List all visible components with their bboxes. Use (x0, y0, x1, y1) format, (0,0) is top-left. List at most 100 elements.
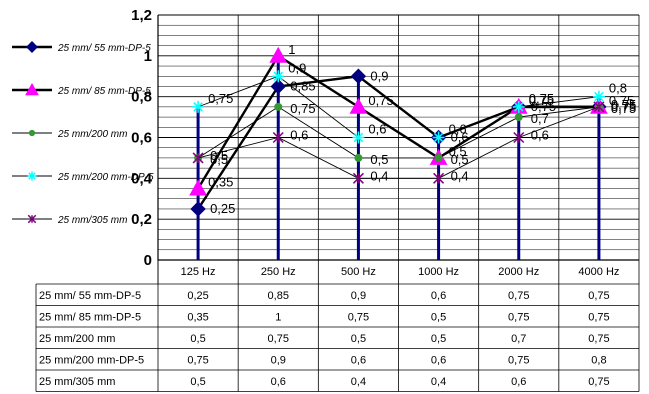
series-line (197, 54, 599, 190)
table-cell: 0,35 (187, 312, 208, 324)
table-row-label: 25 mm/305 mm (39, 376, 115, 388)
table-row-label: 25 mm/200 mm-DP-5 (39, 355, 144, 367)
table-cell: 0,7 (511, 333, 526, 345)
data-label: 0,9 (370, 68, 388, 83)
data-point-asterisk (433, 172, 445, 184)
data-label: 0,75 (529, 91, 554, 106)
data-label: 0,85 (290, 78, 315, 93)
x-tick-label: 125 Hz (181, 266, 216, 278)
x-tick-label: 500 Hz (341, 266, 376, 278)
y-tick-label: 0,8 (131, 89, 152, 106)
legend-label: 25 mm/200 mm-DP-5 (57, 172, 154, 183)
x-tick-label: 2000 Hz (498, 266, 539, 278)
series-line (197, 75, 599, 138)
data-point-star (352, 131, 365, 144)
data-label: 0,6 (290, 128, 308, 143)
table-cell: 0,5 (190, 333, 205, 345)
table-cell: 0,75 (508, 290, 529, 302)
data-point-asterisk (593, 101, 605, 113)
data-label: 0,75 (529, 93, 554, 108)
data-label: 0,6 (368, 122, 386, 137)
y-tick-label: 1 (144, 48, 152, 65)
table-cell: 0,75 (348, 312, 369, 324)
data-point-star (192, 100, 205, 113)
star-stroke (514, 102, 524, 112)
data-point-triangle (269, 46, 288, 63)
data-label: 0,75 (611, 99, 636, 114)
y-tick-label: 0,6 (131, 130, 152, 147)
data-point-triangle (25, 82, 39, 96)
data-label: 0,8 (609, 81, 627, 96)
table-row-label: 25 mm/ 85 mm-DP-5 (39, 312, 141, 324)
data-label: 0,6 (449, 122, 467, 137)
table-cell: 0,9 (271, 355, 286, 367)
y-tick-label: 1,2 (131, 7, 152, 24)
data-point-asterisk (192, 152, 204, 164)
table-row-label: 25 mm/200 mm (39, 333, 115, 345)
star-stroke (28, 172, 36, 180)
y-tick-label: 0,2 (131, 211, 152, 228)
data-point-circle (434, 153, 443, 162)
data-label: 0,75 (368, 93, 393, 108)
table-cell: 0,75 (588, 333, 609, 345)
y-tick-label: 0,4 (131, 170, 153, 187)
table-cell: 0,9 (351, 290, 366, 302)
data-point-triangle (349, 97, 368, 114)
star-stroke (594, 91, 604, 102)
data-label: 0,5 (449, 144, 467, 159)
table-cell: 0,5 (351, 333, 366, 345)
table-cell: 0,75 (187, 355, 208, 367)
data-point-asterisk (272, 131, 284, 144)
star-stroke (433, 132, 444, 143)
data-point-diamond (270, 78, 286, 95)
table-cell: 0,5 (190, 376, 205, 388)
data-point-star (592, 90, 605, 103)
legend-label: 25 mm/305 mm (57, 215, 127, 226)
data-label: 0,75 (208, 91, 233, 106)
table-cell: 0,75 (588, 376, 609, 388)
table-cell: 0,75 (588, 312, 609, 324)
y-tick-label: 0 (144, 252, 152, 269)
data-table: 25 mm/ 55 mm-DP-5 0,25 0,85 0,9 0,6 0,75 0,75 2… (35, 283, 640, 392)
legend-label: 25 mm/200 mm (57, 129, 127, 140)
series-line (197, 106, 599, 159)
legend-label: 25 mm/ 55 mm-DP-5 (57, 43, 151, 54)
data-point-diamond (190, 201, 206, 217)
data-label: 0,4 (451, 168, 469, 183)
data-point-star (272, 70, 285, 83)
star-stroke (193, 102, 203, 112)
table-row-label: 25 mm/ 55 mm-DP-5 (39, 290, 141, 302)
data-label: 0,4 (370, 168, 388, 183)
data-point-circle (354, 153, 363, 162)
table-cell: 0,5 (431, 333, 446, 345)
data-label: 0,75 (290, 101, 315, 116)
data-label: 0,75 (609, 93, 634, 108)
table-cell: 0,25 (187, 290, 208, 302)
table-cell: 0,4 (431, 376, 446, 388)
data-point-circle (514, 113, 523, 122)
data-point-triangle (189, 179, 207, 196)
table-cell: 0,75 (588, 290, 609, 302)
data-label: 0,35 (208, 175, 233, 190)
data-label: 0,75 (611, 97, 636, 112)
table-cell: 0,6 (351, 355, 366, 367)
series-line (197, 106, 600, 179)
data-point-star (512, 100, 525, 113)
data-point-diamond (350, 68, 367, 84)
table-cell: 0,4 (351, 376, 366, 388)
x-tick-label: 1000 Hz (418, 266, 459, 278)
table-cell: 0,85 (268, 290, 289, 302)
table-cell: 0,6 (271, 376, 286, 388)
table-cell: 0,6 (431, 290, 446, 302)
data-label: 0,5 (210, 148, 228, 163)
data-label: 1 (288, 42, 295, 57)
data-label: 0,9 (288, 60, 306, 75)
data-label: 0,5 (451, 152, 469, 167)
data-label: 0,75 (611, 101, 636, 116)
x-tick-label: 4000 Hz (578, 266, 619, 278)
star-stroke (273, 71, 283, 81)
table-cell: 0,8 (591, 355, 606, 367)
